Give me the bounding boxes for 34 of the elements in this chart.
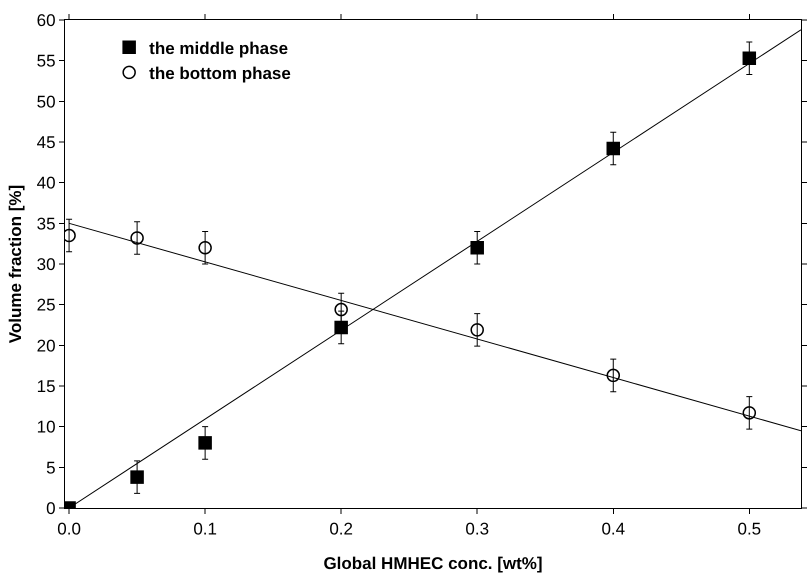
point <box>742 51 756 65</box>
y-axis-title: Volume fraction [%] <box>6 184 25 344</box>
point <box>130 470 144 484</box>
point <box>198 240 212 254</box>
x-tick-label: 0.5 <box>737 519 762 538</box>
point <box>470 240 484 254</box>
point <box>742 406 756 420</box>
x-tick-label: 0.1 <box>193 519 217 538</box>
point <box>198 436 212 450</box>
point <box>606 368 620 382</box>
x-tick-label: 0.2 <box>329 519 353 538</box>
legend-label: the middle phase <box>149 38 288 58</box>
point <box>334 302 348 316</box>
x-tick-label: 0.4 <box>601 519 626 538</box>
y-tick-label: 15 <box>36 376 56 396</box>
y-tick-label: 10 <box>36 418 56 437</box>
point <box>606 142 620 156</box>
y-tick-label: 35 <box>36 214 56 234</box>
y-tick-label: 60 <box>36 10 56 30</box>
point <box>130 231 144 245</box>
x-tick-label: 0.3 <box>465 519 490 538</box>
y-tick-label: 55 <box>36 52 56 71</box>
y-tick-label: 5 <box>46 458 56 478</box>
y-tick-label: 25 <box>36 296 56 315</box>
y-tick-label: 0 <box>46 498 56 518</box>
legend-label: the bottom phase <box>149 64 291 84</box>
y-tick-label: 40 <box>36 174 56 193</box>
x-axis-title: Global HMHEC conc. [wt%] <box>323 554 543 573</box>
y-tick-label: 20 <box>36 336 56 356</box>
y-tick-label: 30 <box>36 254 56 274</box>
point <box>470 323 484 337</box>
x-tick-label: 0.0 <box>57 519 81 538</box>
y-tick-label: 50 <box>36 92 56 112</box>
y-tick-label: 45 <box>36 132 56 152</box>
